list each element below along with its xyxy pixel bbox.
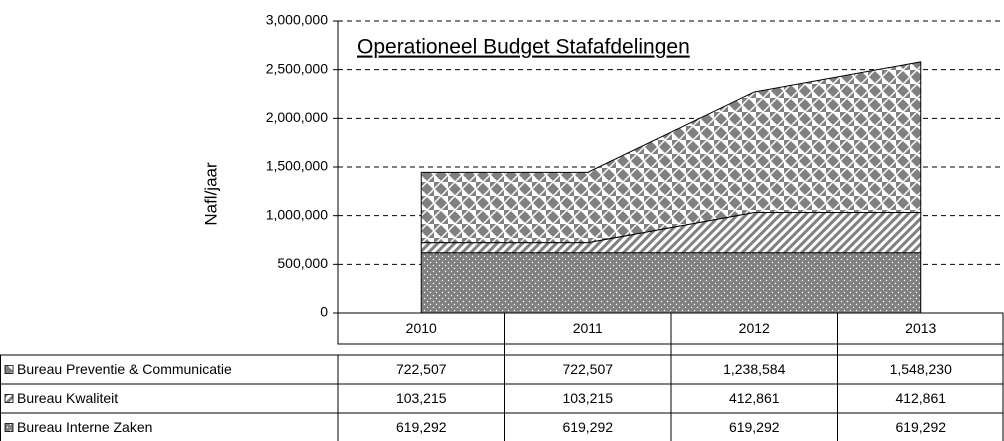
y-tick-label: 1,000,000 [266,206,328,222]
table-cell: 619,292 [895,419,946,435]
table-cell: 1,548,230 [890,361,952,377]
y-tick-label: 3,000,000 [266,12,328,28]
table-cell: 722,507 [562,361,613,377]
legend-label: Bureau Kwaliteit [17,390,118,406]
table-cell: 722,507 [396,361,447,377]
table-cell: 103,215 [562,390,613,406]
table-cell: 1,238,584 [723,361,785,377]
chart-title: Operationeel Budget Stafafdelingen [357,36,690,59]
table-cell: 619,292 [396,419,447,435]
area [420,252,922,314]
table-cell: 619,292 [562,419,613,435]
x-tick-label: 2012 [739,320,770,336]
y-tick-label: 1,500,000 [266,158,328,174]
y-tick-label: 0 [320,304,328,320]
legend-label: Bureau Interne Zaken [17,419,152,435]
table-cell: 412,861 [895,390,946,406]
y-tick-label: 500,000 [277,255,328,271]
table-row [0,383,1004,414]
table-cell: 103,215 [396,390,447,406]
y-axis-label: Nafl/jaar [201,162,220,226]
x-tick-label: 2013 [905,320,936,336]
table-cell: 412,861 [729,390,780,406]
legend-swatch [4,365,14,374]
table-cell: 619,292 [729,419,780,435]
y-tick-label: 2,500,000 [266,60,328,76]
x-tick-label: 2011 [573,320,603,336]
legend-label: Bureau Preventie & Communicatie [17,361,232,377]
area [420,61,922,244]
x-tick-label: 2010 [406,320,437,336]
legend-swatch [4,423,14,432]
legend-swatch [4,394,14,403]
y-tick-label: 2,000,000 [266,109,328,125]
